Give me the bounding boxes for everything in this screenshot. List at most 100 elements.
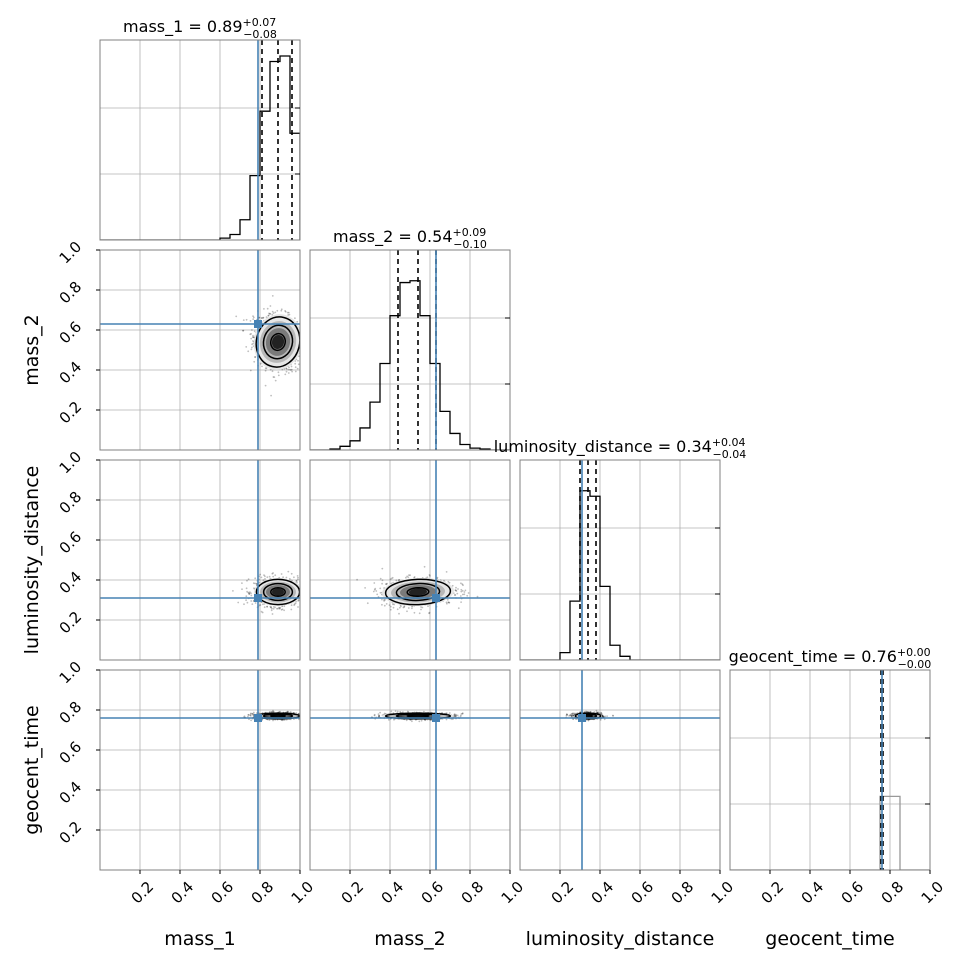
sample-point xyxy=(606,715,608,717)
sample-point xyxy=(277,607,279,610)
sample-point xyxy=(598,712,601,714)
sample-point xyxy=(293,604,296,606)
contour-line xyxy=(395,582,441,602)
sample-point xyxy=(394,710,397,712)
sample-point xyxy=(277,371,280,374)
sample-point xyxy=(268,719,271,721)
sample-point xyxy=(260,610,263,613)
sample-point xyxy=(254,582,257,585)
sample-point xyxy=(246,601,249,604)
hist-panel-geocent_time: geocent_time = 0.76+0.00 −0.00 xyxy=(729,646,931,871)
sample-point xyxy=(250,337,253,340)
sample-point xyxy=(278,606,280,609)
sample-point xyxy=(252,318,255,320)
sample-point xyxy=(262,603,264,606)
sample-point xyxy=(453,713,456,715)
sample-point xyxy=(289,368,291,371)
contour-line xyxy=(270,587,286,597)
sample-point xyxy=(294,602,297,605)
sample-point xyxy=(271,572,274,575)
sample-point xyxy=(302,583,304,585)
sample-point xyxy=(398,606,401,609)
sample-point xyxy=(264,578,266,580)
err-minus: −0.08 xyxy=(243,28,277,41)
sample-point xyxy=(266,307,269,310)
sample-point xyxy=(272,376,275,378)
title-mass_2: mass_2 = 0.54+0.09 −0.10 xyxy=(333,226,487,251)
sample-point xyxy=(252,582,255,585)
sample-point xyxy=(265,367,268,370)
sample-point xyxy=(421,606,424,609)
sample-point xyxy=(447,580,450,583)
density-group xyxy=(100,250,306,450)
sample-point xyxy=(278,607,281,610)
sample-point xyxy=(302,591,304,593)
sample-point xyxy=(291,370,293,373)
sample-point xyxy=(385,583,387,585)
sample-point xyxy=(237,601,240,604)
sample-point xyxy=(476,595,479,598)
sample-point xyxy=(295,712,298,714)
err-plus: +0.04 xyxy=(712,436,746,449)
sample-point xyxy=(272,710,275,713)
err-minus: −0.10 xyxy=(453,238,487,251)
sample-point xyxy=(301,592,303,594)
sample-point xyxy=(301,588,303,590)
sample-point xyxy=(389,608,392,611)
sample-point xyxy=(271,613,274,615)
scatter-panel-mass_1-mass_2 xyxy=(99,249,306,451)
sample-point xyxy=(297,363,300,366)
sample-point xyxy=(459,715,462,718)
truth-marker xyxy=(432,594,440,602)
sample-point xyxy=(420,608,422,611)
sample-point xyxy=(454,715,457,717)
sample-point xyxy=(388,604,391,606)
sample-point xyxy=(266,605,268,608)
sample-point xyxy=(413,576,416,578)
sample-point xyxy=(455,589,457,592)
sample-point xyxy=(285,367,288,370)
sample-point xyxy=(313,594,315,596)
sample-point xyxy=(274,311,277,314)
sample-point xyxy=(280,308,283,311)
err-plus: +0.07 xyxy=(243,16,277,29)
sample-point xyxy=(392,606,395,609)
title-mass_1: mass_1 = 0.89+0.07 −0.08 xyxy=(123,16,277,41)
sample-point xyxy=(457,607,460,610)
sample-point xyxy=(379,591,382,594)
sample-point xyxy=(278,710,281,713)
sample-point xyxy=(252,711,255,714)
sample-point xyxy=(463,593,466,596)
density-group xyxy=(520,670,720,870)
sample-point xyxy=(304,717,306,719)
sample-point xyxy=(420,719,423,722)
sample-point xyxy=(241,588,243,591)
sample-point xyxy=(456,592,459,595)
sample-point xyxy=(379,577,382,580)
sample-point xyxy=(280,573,283,575)
sample-point xyxy=(288,577,291,580)
sample-point xyxy=(266,576,269,579)
sample-point xyxy=(456,714,459,717)
sample-point xyxy=(305,715,307,717)
sample-point xyxy=(250,719,253,722)
sample-point xyxy=(261,365,263,368)
density-group xyxy=(310,670,510,870)
sample-point xyxy=(304,334,306,336)
sample-point xyxy=(599,719,602,721)
sample-point xyxy=(403,605,406,608)
sample-point xyxy=(424,719,426,722)
sample-point xyxy=(262,316,265,319)
sample-point xyxy=(443,579,445,582)
hist-step-mass_1 xyxy=(100,55,300,240)
sample-point xyxy=(378,714,381,717)
sample-point xyxy=(302,342,304,344)
sample-point xyxy=(461,593,464,596)
sample-point xyxy=(297,359,299,362)
sample-point xyxy=(572,712,575,715)
sample-point xyxy=(285,367,288,370)
scatter-panel-mass_2-geocent_time xyxy=(309,669,511,871)
sample-point xyxy=(253,330,256,333)
sample-point xyxy=(305,713,307,715)
sample-point xyxy=(453,713,456,716)
